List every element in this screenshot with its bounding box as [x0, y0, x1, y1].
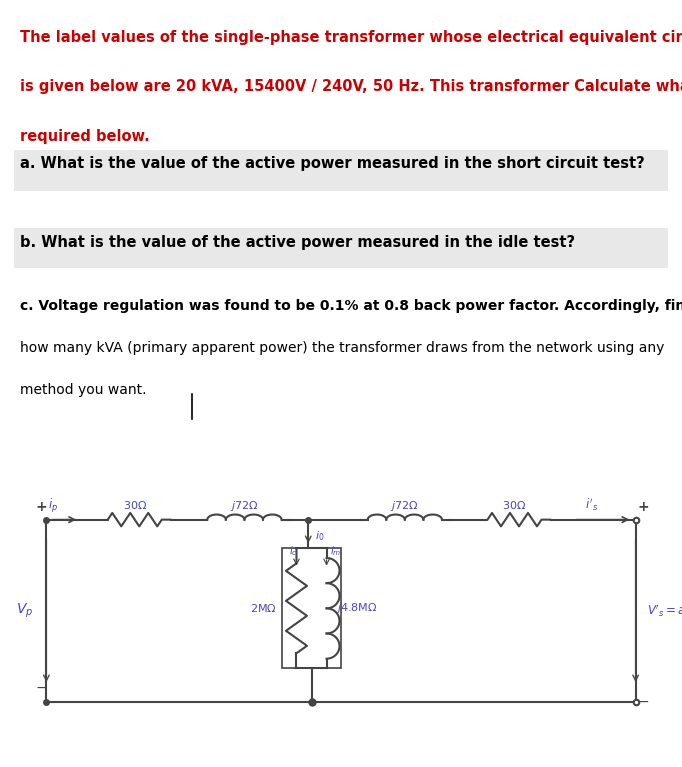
FancyBboxPatch shape	[14, 150, 668, 191]
Bar	[282, 548, 341, 668]
FancyBboxPatch shape	[14, 228, 668, 268]
Text: 30$\Omega$: 30$\Omega$	[123, 499, 147, 511]
Text: a. What is the value of the active power measured in the short circuit test?: a. What is the value of the active power…	[20, 156, 645, 171]
Text: $i_0$: $i_0$	[315, 528, 324, 542]
Text: +: +	[638, 500, 649, 514]
Text: required below.: required below.	[20, 129, 150, 144]
Text: is given below are 20 kVA, 15400V / 240V, 50 Hz. This transformer Calculate what: is given below are 20 kVA, 15400V / 240V…	[20, 80, 682, 94]
Text: The label values of the single-phase transformer whose electrical equivalent cir: The label values of the single-phase tra…	[20, 30, 682, 45]
Text: c. Voltage regulation was found to be 0.1% at 0.8 back power factor. Accordingly: c. Voltage regulation was found to be 0.…	[20, 298, 682, 312]
Text: method you want.: method you want.	[20, 383, 147, 397]
Text: $i_c$: $i_c$	[288, 544, 297, 558]
Text: 30$\Omega$: 30$\Omega$	[503, 499, 527, 511]
Text: $i'_s$: $i'_s$	[584, 496, 597, 513]
Text: b. What is the value of the active power measured in the idle test?: b. What is the value of the active power…	[20, 235, 576, 250]
Text: $j$72$\Omega$: $j$72$\Omega$	[230, 499, 258, 513]
Text: $V_p$: $V_p$	[16, 601, 33, 620]
Text: +: +	[35, 500, 47, 514]
Text: $V'_s = aV_s$: $V'_s = aV_s$	[647, 602, 682, 619]
Text: −: −	[638, 695, 649, 709]
Text: $i_p$: $i_p$	[48, 497, 58, 515]
Text: $j$72$\Omega$: $j$72$\Omega$	[390, 499, 419, 513]
Text: −: −	[35, 681, 47, 695]
Text: $i_m$: $i_m$	[330, 544, 341, 558]
Text: 2M$\Omega$: 2M$\Omega$	[250, 602, 277, 614]
Text: $j$4.8M$\Omega$: $j$4.8M$\Omega$	[336, 601, 377, 615]
Text: how many kVA (primary apparent power) the transformer draws from the network usi: how many kVA (primary apparent power) th…	[20, 341, 665, 354]
